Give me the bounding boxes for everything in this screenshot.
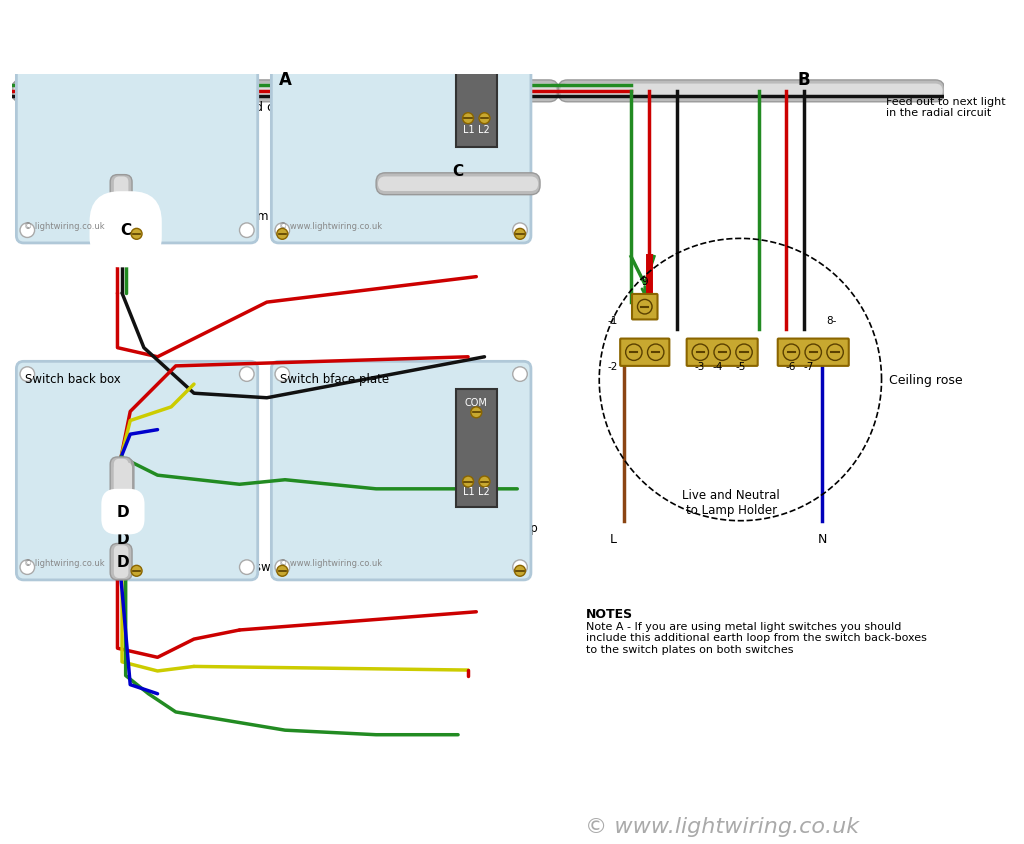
Circle shape [513, 224, 527, 238]
Text: C: C [453, 164, 464, 178]
Text: © www.lightwiring.co.uk: © www.lightwiring.co.uk [585, 816, 859, 836]
Text: L1: L1 [463, 486, 475, 496]
Circle shape [275, 560, 290, 575]
Text: -3: -3 [694, 361, 705, 371]
Bar [456, 389, 497, 507]
FancyBboxPatch shape [777, 339, 849, 366]
Circle shape [714, 344, 730, 361]
FancyBboxPatch shape [111, 176, 132, 244]
FancyBboxPatch shape [378, 177, 539, 192]
Text: D: D [117, 555, 129, 570]
Circle shape [513, 367, 527, 382]
Text: L1: L1 [463, 125, 475, 135]
FancyBboxPatch shape [114, 177, 128, 242]
FancyBboxPatch shape [271, 362, 530, 580]
Text: 8-: 8- [826, 316, 837, 326]
Circle shape [131, 565, 142, 576]
Circle shape [736, 344, 753, 361]
Text: © lightwiring.co.uk: © lightwiring.co.uk [24, 222, 104, 231]
Circle shape [20, 367, 35, 382]
FancyBboxPatch shape [114, 545, 128, 578]
Text: 3 core & earth between light switches: 3 core & earth between light switches [82, 560, 306, 573]
Circle shape [131, 229, 142, 240]
Circle shape [463, 114, 473, 125]
Circle shape [514, 565, 525, 576]
FancyBboxPatch shape [16, 362, 258, 580]
Circle shape [805, 344, 821, 361]
FancyBboxPatch shape [114, 459, 128, 510]
FancyBboxPatch shape [16, 0, 258, 244]
Text: -4: -4 [713, 361, 723, 371]
FancyBboxPatch shape [621, 339, 670, 366]
Text: © www.lightwiring.co.uk: © www.lightwiring.co.uk [279, 559, 382, 567]
Circle shape [276, 565, 288, 576]
Circle shape [463, 477, 473, 488]
Text: Twin & earth switch drop from ceiling rose or juction box: Twin & earth switch drop from ceiling ro… [91, 210, 425, 223]
Text: -5: -5 [735, 361, 745, 371]
Text: L: L [609, 533, 616, 546]
FancyBboxPatch shape [558, 81, 944, 103]
Circle shape [479, 114, 489, 125]
FancyBboxPatch shape [376, 174, 540, 196]
FancyBboxPatch shape [687, 339, 758, 366]
Circle shape [275, 224, 290, 238]
FancyBboxPatch shape [111, 544, 132, 580]
Text: -2: -2 [607, 361, 618, 371]
Text: -6: -6 [785, 361, 796, 371]
Circle shape [647, 344, 664, 361]
Text: Power feed in from fuse board or previous light: Power feed in from fuse board or previou… [74, 100, 369, 114]
FancyBboxPatch shape [114, 463, 132, 528]
Text: Live and Neutral
to Lamp Holder: Live and Neutral to Lamp Holder [682, 489, 780, 517]
FancyBboxPatch shape [112, 459, 134, 532]
FancyBboxPatch shape [12, 81, 558, 103]
Text: Switch back box: Switch back box [26, 373, 121, 386]
Circle shape [240, 367, 254, 382]
FancyBboxPatch shape [13, 84, 556, 99]
Circle shape [275, 367, 290, 382]
Text: Feed out to next light
in the radial circuit: Feed out to next light in the radial cir… [886, 96, 1006, 118]
Text: N: N [817, 533, 827, 546]
Text: D: D [117, 505, 129, 519]
Text: C: C [120, 223, 131, 237]
Text: B: B [798, 71, 810, 89]
Text: L2: L2 [478, 125, 489, 135]
Circle shape [20, 224, 35, 238]
Circle shape [20, 560, 35, 575]
Text: D: D [117, 532, 129, 547]
FancyBboxPatch shape [111, 457, 132, 512]
Text: Ceiling rose: Ceiling rose [889, 374, 963, 387]
Circle shape [276, 229, 288, 240]
Text: © lightwiring.co.uk: © lightwiring.co.uk [24, 559, 104, 567]
Circle shape [471, 26, 481, 37]
Circle shape [513, 560, 527, 575]
Text: See NOTE A about this earth loop: See NOTE A about this earth loop [340, 522, 538, 535]
FancyBboxPatch shape [271, 0, 530, 244]
Text: L2: L2 [478, 486, 489, 496]
Circle shape [479, 477, 489, 488]
Circle shape [638, 300, 652, 315]
Bar [456, 3, 497, 149]
Circle shape [827, 344, 844, 361]
Circle shape [240, 560, 254, 575]
Text: Switch bface plate: Switch bface plate [281, 373, 389, 386]
Text: COM: COM [465, 398, 487, 408]
FancyBboxPatch shape [632, 295, 657, 320]
Text: -1: -1 [607, 316, 618, 326]
Text: -7: -7 [804, 361, 814, 371]
Circle shape [626, 344, 642, 361]
FancyBboxPatch shape [560, 84, 942, 99]
Text: 9: 9 [641, 277, 648, 287]
Circle shape [514, 229, 525, 240]
Circle shape [240, 224, 254, 238]
Text: NOTES: NOTES [586, 608, 633, 620]
Circle shape [692, 344, 709, 361]
Circle shape [783, 344, 800, 361]
Text: Note A - If you are using metal light switches you should
include this additiona: Note A - If you are using metal light sw… [586, 621, 927, 654]
Text: COM: COM [465, 16, 487, 26]
Circle shape [471, 408, 481, 419]
Text: © www.lightwiring.co.uk: © www.lightwiring.co.uk [279, 222, 382, 231]
Text: A: A [279, 71, 292, 89]
